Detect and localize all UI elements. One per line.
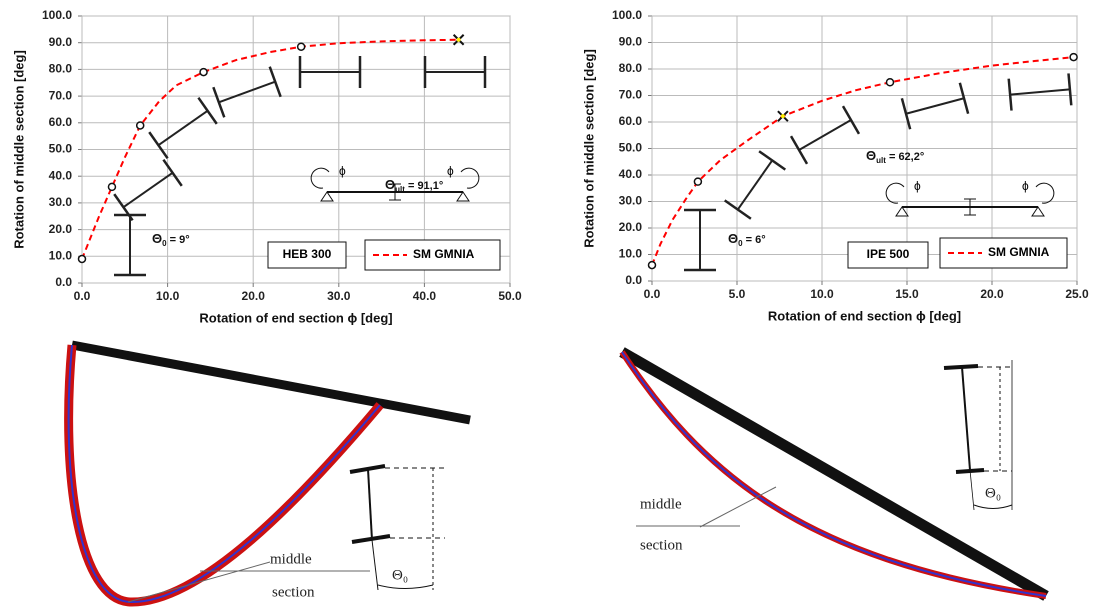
- annotation-symbol: Θ: [728, 231, 738, 246]
- y-tick-label: 90.0: [619, 35, 643, 49]
- y-tick-label: 20.0: [619, 220, 643, 234]
- diagram-label: section: [272, 584, 315, 600]
- annotation-sub: ult: [395, 185, 405, 194]
- section-label: IPE 500: [867, 247, 910, 261]
- y-tick-label: 20.0: [49, 222, 73, 236]
- x-tick-label: 10.0: [810, 287, 834, 301]
- data-point: [887, 79, 894, 86]
- x-axis-label: Rotation of end section ϕ [deg]: [199, 310, 392, 325]
- x-tick-label: 20.0: [980, 287, 1004, 301]
- x-axis-label: Rotation of end section ϕ [deg]: [768, 308, 961, 323]
- diagram-label: Θ₀: [392, 567, 408, 583]
- y-axis-label: Rotation of middle section [deg]: [11, 50, 26, 249]
- diagram-label: Θ₀: [985, 485, 1001, 501]
- figure: middle section Θ₀ middle section Θ₀ 0.0 1…: [0, 0, 1102, 608]
- annotation-text: = 9°: [167, 234, 190, 246]
- y-tick-label: 100.0: [612, 8, 642, 22]
- annotation-text: = 62,2°: [886, 151, 924, 163]
- diagram-label: middle: [270, 551, 312, 567]
- legend-label: SM GMNIA: [413, 247, 475, 261]
- data-point: [649, 262, 656, 269]
- x-tick-label: 20.0: [242, 289, 266, 303]
- y-tick-label: 10.0: [619, 247, 643, 261]
- y-tick-label: 0.0: [55, 275, 72, 289]
- ultimate-point-fill: [781, 114, 785, 118]
- annotation: Θult = 91,1°: [385, 177, 443, 194]
- y-tick-label: 0.0: [625, 273, 642, 287]
- phi-label: ϕ: [339, 164, 346, 178]
- data-point: [694, 178, 701, 185]
- y-tick-label: 10.0: [49, 248, 73, 262]
- phi-label: ϕ: [1022, 179, 1029, 193]
- y-tick-label: 50.0: [619, 141, 643, 155]
- y-tick-label: 60.0: [619, 114, 643, 128]
- annotation-symbol: Θ: [385, 177, 395, 192]
- x-tick-label: 0.0: [644, 287, 661, 301]
- x-tick-label: 25.0: [1065, 287, 1089, 301]
- y-axis-label: Rotation of middle section [deg]: [581, 49, 596, 248]
- annotation-symbol: Θ: [866, 148, 876, 163]
- section-label: HEB 300: [283, 247, 332, 261]
- y-tick-label: 30.0: [49, 195, 73, 209]
- data-point: [137, 122, 144, 129]
- x-tick-label: 40.0: [413, 289, 437, 303]
- x-tick-label: 15.0: [895, 287, 919, 301]
- deformed-beam-right: [622, 352, 1046, 596]
- y-tick-label: 50.0: [49, 142, 73, 156]
- x-tick-label: 30.0: [327, 289, 351, 303]
- y-tick-label: 80.0: [49, 62, 73, 76]
- y-tick-label: 70.0: [619, 88, 643, 102]
- annotation-text: = 91,1°: [405, 180, 443, 192]
- legend-label: SM GMNIA: [988, 245, 1050, 259]
- annotation: Θ0 = 6°: [728, 231, 766, 248]
- data-point: [108, 183, 115, 190]
- x-tick-label: 50.0: [498, 289, 522, 303]
- phi-label: ϕ: [447, 164, 454, 178]
- data-point: [298, 43, 305, 50]
- diagram-label: middle: [640, 496, 682, 512]
- phi-label: ϕ: [914, 179, 921, 193]
- annotation: Θ0 = 9°: [152, 231, 190, 248]
- x-tick-label: 5.0: [729, 287, 746, 301]
- y-tick-label: 60.0: [49, 115, 73, 129]
- annotation-sub: ult: [876, 156, 886, 165]
- y-tick-label: 30.0: [619, 194, 643, 208]
- annotation-symbol: Θ: [152, 231, 162, 246]
- diagram-label: section: [640, 537, 683, 553]
- ultimate-point-fill: [457, 38, 461, 42]
- y-tick-label: 40.0: [49, 168, 73, 182]
- y-tick-label: 80.0: [619, 61, 643, 75]
- data-point: [200, 69, 207, 76]
- x-tick-label: 10.0: [156, 289, 180, 303]
- x-tick-label: 0.0: [74, 289, 91, 303]
- y-tick-label: 100.0: [42, 8, 72, 22]
- annotation-text: = 6°: [743, 234, 766, 246]
- y-tick-label: 70.0: [49, 88, 73, 102]
- data-point: [1070, 54, 1077, 61]
- annotation: Θult = 62,2°: [866, 148, 924, 165]
- data-point: [79, 255, 86, 262]
- y-tick-label: 40.0: [619, 167, 643, 181]
- y-tick-label: 90.0: [49, 35, 73, 49]
